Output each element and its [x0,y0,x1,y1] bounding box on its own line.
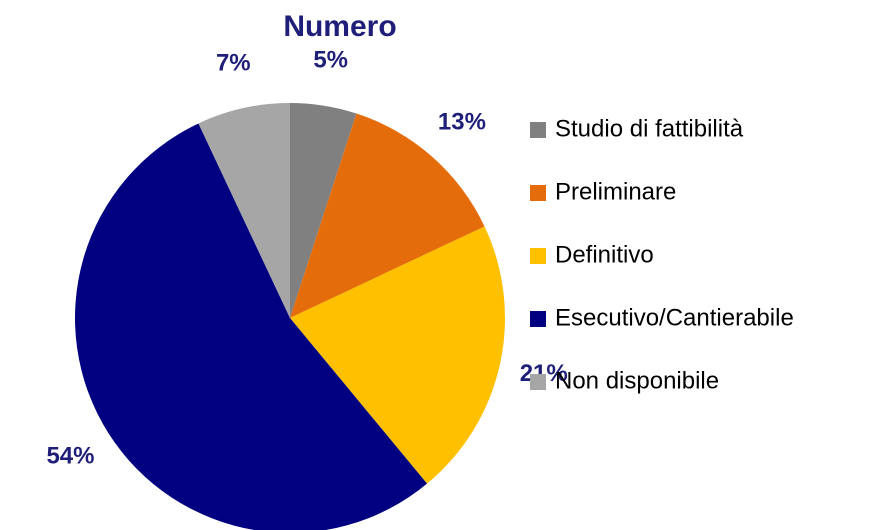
data-label: 5% [313,47,348,74]
pie-slice [198,103,290,318]
legend-label: Studio di fattibilità [555,115,744,142]
chart-title: Numero [283,10,396,43]
legend-label: Non disponibile [555,367,719,394]
legend-swatch [530,311,546,327]
data-label: 13% [438,108,486,135]
legend-swatch [530,374,546,390]
legend-swatch [530,185,546,201]
pie-slice [290,226,505,484]
legend-label: Preliminare [555,178,676,205]
legend-swatch [530,248,546,264]
data-label: 54% [46,443,94,470]
pie-slice [290,113,485,318]
legend-swatch [530,122,546,138]
pie-slice [290,103,357,318]
legend-label: Esecutivo/Cantierabile [555,304,794,331]
pie-slice [74,123,428,530]
data-label: 7% [216,50,251,77]
legend-label: Definitivo [555,241,654,268]
